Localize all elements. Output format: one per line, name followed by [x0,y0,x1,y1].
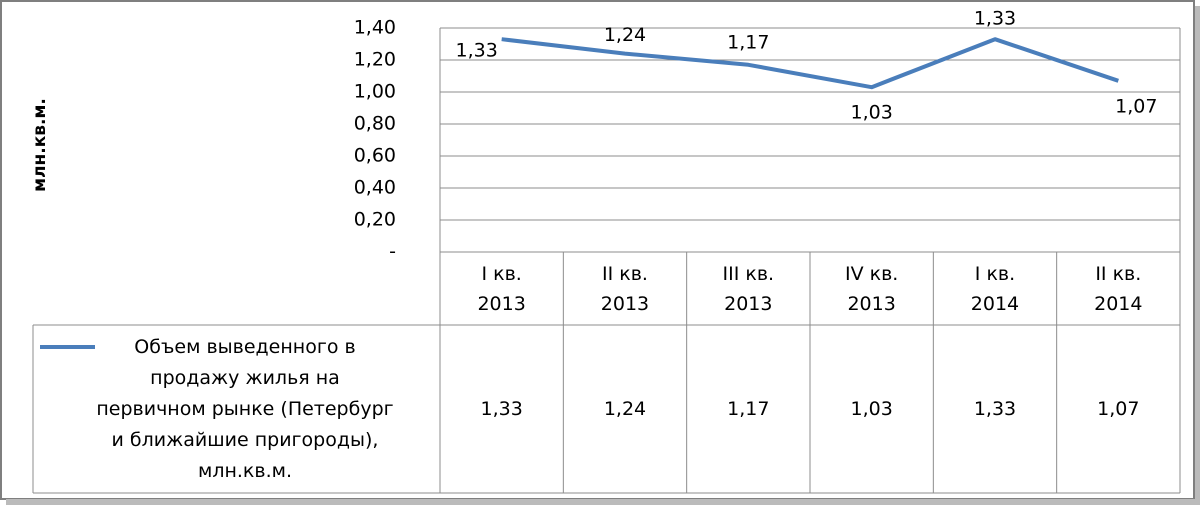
table-value: 1,03 [850,398,893,420]
x-tick-label: II кв. 2013 [600,262,650,315]
y-tick-label: 0,60 [354,145,396,167]
data-label: 1,33 [456,40,498,62]
x-tick-label: IV кв. 2013 [844,262,899,315]
y-tick-label: 1,40 [354,17,396,39]
table-value: 1,17 [727,398,770,420]
legend-label: Объем выведенного в продажу жилья на пер… [96,335,394,482]
y-tick-label: 1,20 [354,49,396,71]
y-tick-label: 0,20 [354,209,396,231]
y-axis-label: млн.кв.м. [30,98,50,192]
data-label: 1,07 [1115,95,1157,117]
y-tick-label: 0,80 [354,113,396,135]
y-tick-label: 1,00 [354,81,396,103]
x-tick-label: III кв. 2013 [722,262,775,315]
data-label: 1,24 [604,24,646,46]
table-value: 1,07 [1097,398,1140,420]
series-line [501,37,1119,90]
x-tick-label: II кв. 2014 [1094,262,1143,315]
table-value: 1,33 [973,398,1017,420]
table-value: 1,33 [480,398,523,420]
table-value: 1,24 [603,398,647,420]
data-label: 1,33 [974,8,1016,30]
frame-shadow [1195,6,1200,503]
y-tick-label: 0,40 [354,177,396,199]
data-label: 1,03 [851,102,893,124]
frame-shadow [6,499,1200,505]
x-tick-label: I кв. 2014 [970,262,1020,315]
data-label: 1,17 [727,31,769,53]
y-tick-label: - [389,241,396,263]
x-tick-label: I кв. 2013 [477,262,526,315]
